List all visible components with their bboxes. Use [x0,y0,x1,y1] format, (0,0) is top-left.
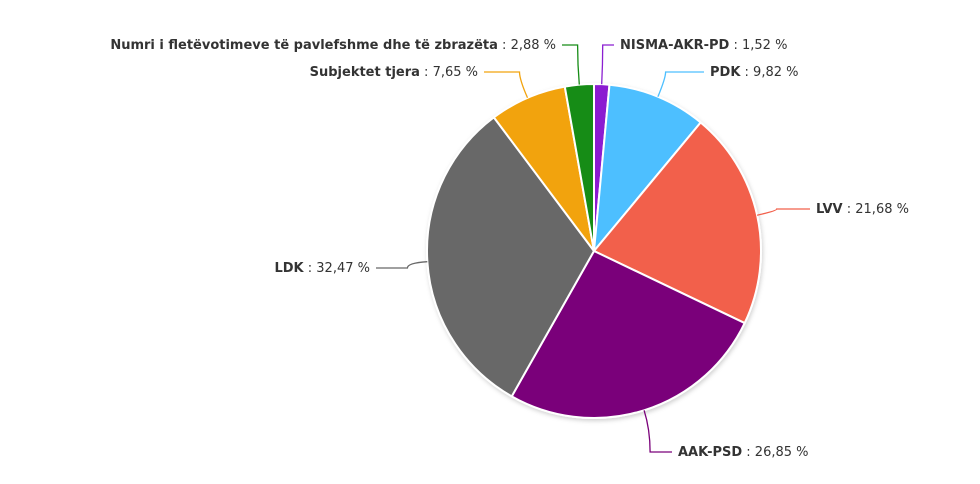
data-label-value: : 1,52 % [729,38,787,53]
data-label-value: : 7,65 % [420,65,478,80]
data-label-value: : 21,68 % [843,202,909,217]
data-label-value: : 26,85 % [742,445,808,460]
label-connectors [376,44,810,453]
data-label-name: Numri i fletëvotimeve të pavlefshme dhe … [110,38,498,53]
data-label: Subjektet tjera : 7,65 % [310,65,478,80]
pie-slice-numri-i-flet-votimeve-t-pavlefshme-dhe-t-zbraz-ta[interactable] [563,83,595,252]
data-label-value: : 32,47 % [304,261,370,276]
pie-slice-lvv[interactable] [593,121,762,325]
pie-slice-ldk[interactable] [426,116,595,398]
connector-line [643,410,672,453]
data-label-value: : 9,82 % [740,65,798,80]
data-label-name: AAK-PSD [678,445,742,460]
connector-line [657,71,704,97]
connector-line [756,208,810,216]
data-label: NISMA-AKR-PD : 1,52 % [620,38,787,53]
data-label-name: LVV [816,202,843,217]
connector-line [601,44,614,85]
data-label: LDK : 32,47 % [274,261,370,276]
connector-line [376,261,428,269]
pie-slices [426,83,762,419]
data-label: PDK : 9,82 % [710,65,798,80]
data-label: AAK-PSD : 26,85 % [678,445,809,460]
data-label: Numri i fletëvotimeve të pavlefshme dhe … [110,38,556,53]
data-label-value: : 2,88 % [498,38,556,53]
data-label-name: Subjektet tjera [310,65,420,80]
pie-slice-pdk[interactable] [593,83,702,252]
data-labels: NISMA-AKR-PD : 1,52 % PDK : 9,82 % LVV : 2… [110,38,909,460]
data-label: LVV : 21,68 % [816,202,909,217]
data-label-name: NISMA-AKR-PD [620,38,730,53]
connector-line [484,71,529,99]
connector-line [562,44,580,85]
data-label-name: LDK [274,261,304,276]
data-label-name: PDK [710,65,741,80]
